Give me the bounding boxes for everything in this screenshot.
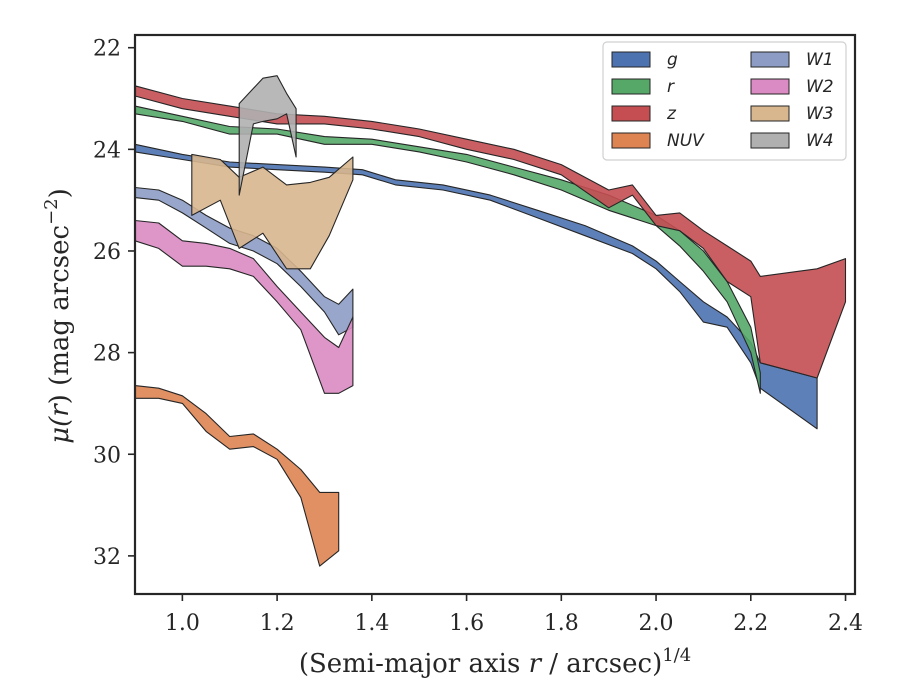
x-tick-label: 1.6 (449, 611, 484, 636)
legend-label-r: r (667, 77, 675, 97)
legend-swatch-r (611, 78, 651, 95)
legend-label-nuv: NUV (667, 131, 705, 151)
x-tick-label: 1.8 (544, 611, 579, 636)
x-tick-label: 1.2 (260, 611, 295, 636)
y-tick-label: 30 (93, 443, 121, 468)
band-z (134, 85, 847, 379)
band-nuv (134, 385, 340, 567)
y-tick-label: 26 (93, 240, 121, 265)
x-axis: 1.0 1.2 1.4 1.6 1.8 2.0 2.2 2.4 (165, 594, 863, 636)
legend-label-w4: W4 (806, 131, 834, 151)
x-tick-label: 1.4 (354, 611, 389, 636)
legend-swatch-z (611, 105, 651, 122)
legend-swatch-g (611, 51, 651, 68)
x-axis-label: (Semi-major axis r / arcsec)1/4 (299, 645, 691, 679)
band-w3 (191, 153, 354, 270)
y-axis-label: μ(r) (mag arcsec−2) (41, 188, 75, 444)
y-tick-label: 32 (93, 545, 121, 570)
legend-swatch-w2 (750, 78, 790, 95)
y-tick-label: 22 (93, 37, 121, 62)
legend-swatch-nuv (611, 132, 651, 149)
x-tick-label: 2.4 (828, 611, 863, 636)
legend-label-w1: W1 (806, 50, 834, 70)
y-tick-label: 28 (93, 342, 121, 367)
legend-swatch-w3 (750, 105, 790, 122)
x-tick-label: 1.0 (165, 611, 200, 636)
legend: grz NUV W1 W2 W3 W4 (602, 41, 847, 161)
legend-label-g: g (667, 50, 678, 70)
series-bands (134, 75, 847, 567)
legend-label-z: z (666, 104, 677, 124)
y-tick-label: 24 (93, 138, 121, 163)
legend-swatch-w1 (750, 51, 790, 68)
legend-label-w2: W2 (806, 77, 834, 97)
band-w2 (134, 219, 354, 394)
y-axis: 22 24 26 28 30 32 (93, 37, 135, 570)
legend-box (602, 41, 847, 161)
band-w4 (238, 75, 297, 196)
legend-label-w3: W3 (806, 104, 834, 124)
band-r (134, 105, 761, 394)
legend-swatch-w4 (750, 132, 790, 149)
x-tick-label: 2.2 (733, 611, 768, 636)
band-g (134, 143, 818, 430)
plot-frame (133, 33, 857, 596)
x-tick-label: 2.0 (639, 611, 674, 636)
